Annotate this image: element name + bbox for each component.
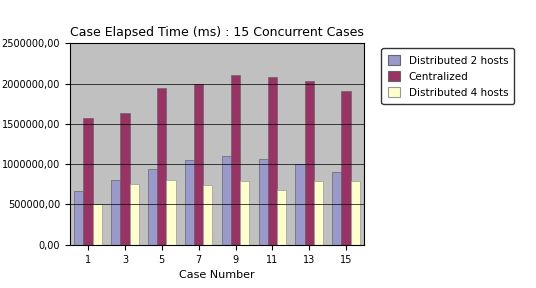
- X-axis label: Case Number: Case Number: [179, 270, 255, 280]
- Bar: [148, 169, 157, 245]
- Bar: [222, 156, 231, 245]
- Bar: [231, 75, 240, 245]
- Bar: [194, 84, 203, 245]
- Bar: [268, 77, 277, 245]
- Bar: [277, 190, 286, 245]
- Bar: [166, 180, 176, 245]
- Bar: [341, 91, 351, 245]
- Bar: [111, 180, 121, 245]
- Bar: [240, 181, 249, 245]
- Bar: [304, 81, 314, 245]
- Bar: [84, 118, 93, 245]
- Bar: [185, 160, 194, 245]
- Bar: [295, 164, 304, 245]
- Title: Case Elapsed Time (ms) : 15 Concurrent Cases: Case Elapsed Time (ms) : 15 Concurrent C…: [70, 26, 364, 39]
- Bar: [351, 181, 360, 245]
- Legend: Distributed 2 hosts, Centralized, Distributed 4 hosts: Distributed 2 hosts, Centralized, Distri…: [382, 48, 515, 104]
- Bar: [121, 113, 130, 245]
- Bar: [130, 183, 139, 245]
- Bar: [203, 185, 212, 245]
- Bar: [332, 172, 341, 245]
- Bar: [75, 191, 84, 245]
- Bar: [157, 88, 166, 245]
- Bar: [258, 159, 268, 245]
- Bar: [93, 204, 102, 245]
- Bar: [314, 181, 323, 245]
